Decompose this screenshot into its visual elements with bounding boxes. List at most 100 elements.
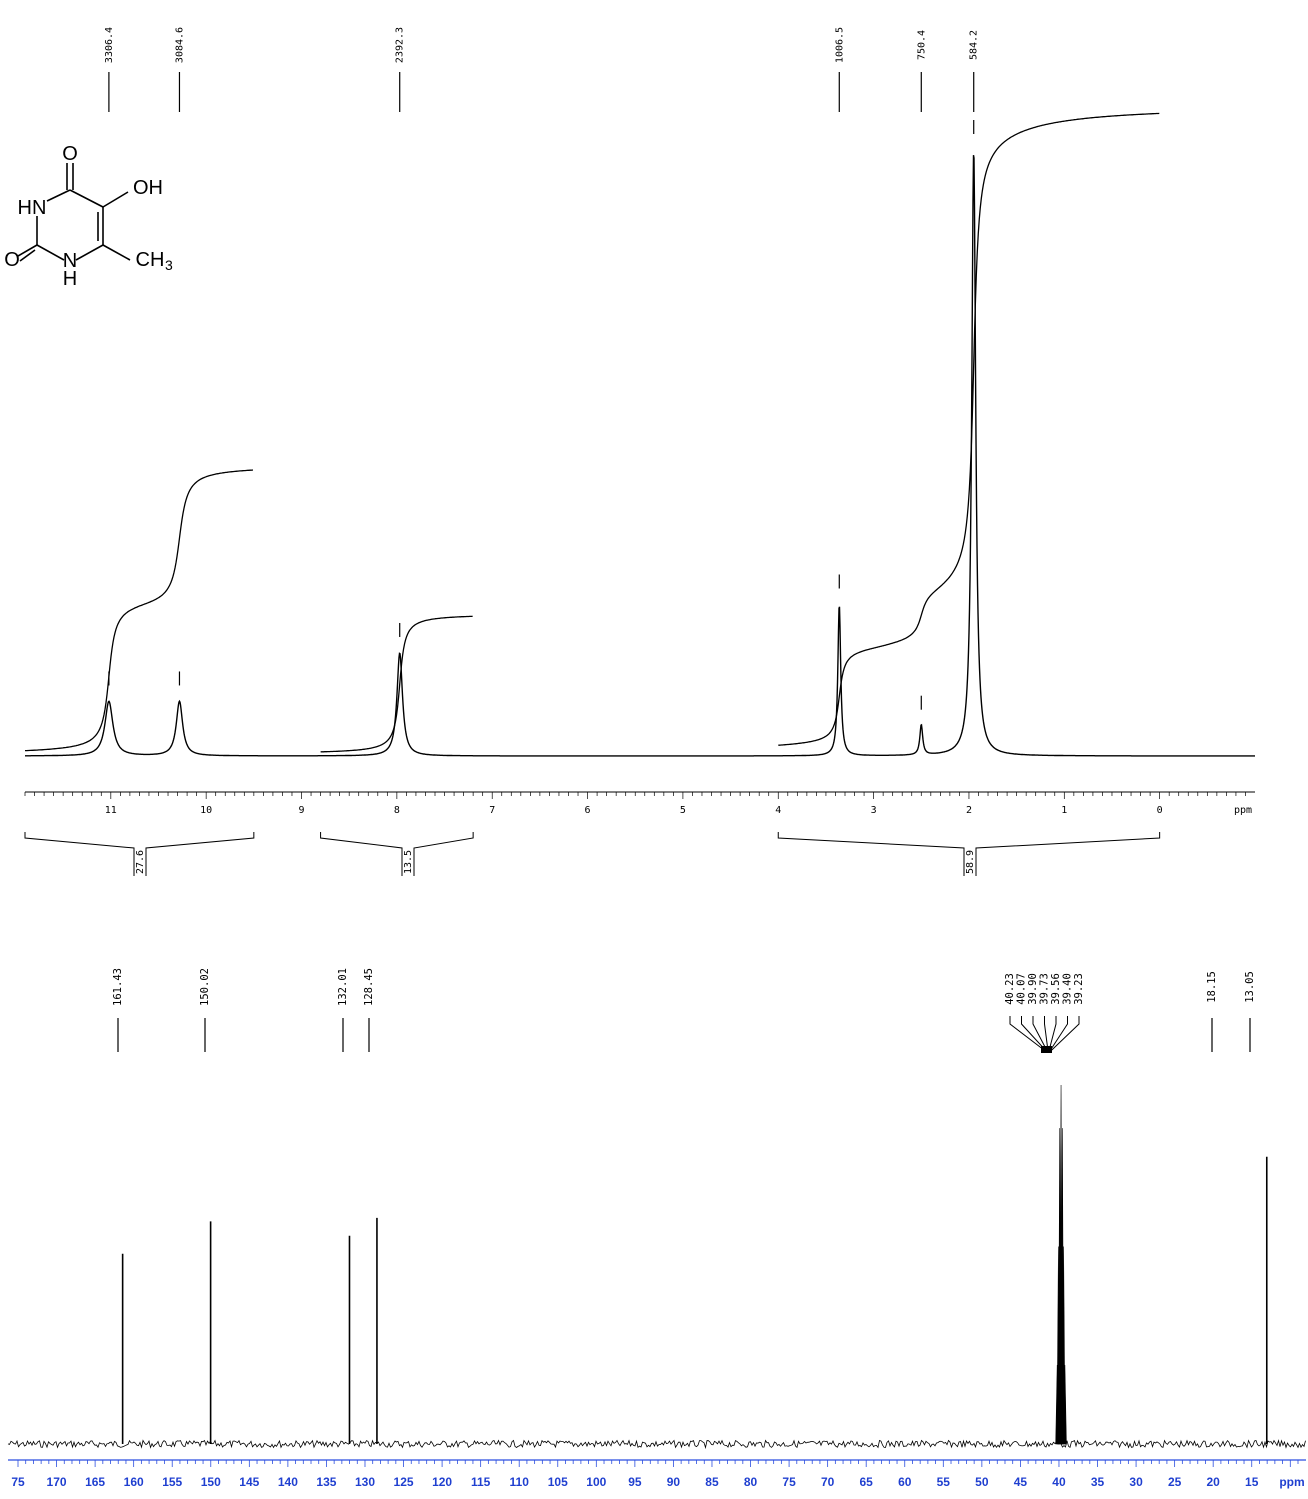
c13-tick-label: 70 (821, 1475, 835, 1489)
c13-tick-label: 135 (316, 1475, 336, 1489)
h1-tick-label: 7 (489, 805, 495, 816)
c13-tick-label: 85 (705, 1475, 719, 1489)
c13-peak-leader (1051, 1016, 1080, 1051)
h1-peak-label: 2392.3 (395, 27, 406, 63)
c13-tick-label: 75 (782, 1475, 796, 1489)
c13-tick-label: 45 (1014, 1475, 1028, 1489)
c13-tick-label: 75 (11, 1475, 25, 1489)
c13-tick-label: 140 (278, 1475, 298, 1489)
h1-integral-curve (320, 615, 473, 753)
structure-atom-label: H (63, 268, 77, 290)
c13-cluster-marker (1041, 1046, 1052, 1053)
structure-atom-label: OH (133, 177, 163, 199)
structure-atom-label: O (4, 249, 20, 271)
c13-tick-label: 155 (162, 1475, 182, 1489)
c13-tick-label: 25 (1168, 1475, 1182, 1489)
c13-peak-label: 40.23 (1004, 973, 1016, 1005)
structure-bond (69, 189, 104, 208)
c13-peak-label: 150.02 (199, 968, 211, 1006)
c13-tick-label: 40 (1052, 1475, 1066, 1489)
h1-integral-value: 58.9 (965, 850, 976, 874)
h1-nmr-spectrum: 3306.4 3084.6 2392.3 1006.5 750.4 584.211 10 9 8… (24, 27, 1255, 876)
c13-peak-label: 40.07 (1016, 973, 1028, 1005)
h1-axis-unit: ppm (1234, 805, 1252, 816)
c13-peak-leader (1021, 1016, 1046, 1051)
c13-tick-label: 55 (937, 1475, 951, 1489)
c13-peak-label: 39.56 (1050, 973, 1062, 1005)
c13-peak-leader (1044, 1016, 1049, 1051)
c13-peak-label: 39.73 (1039, 973, 1051, 1005)
h1-integral-bracket (777, 832, 1161, 876)
c13-tick-label: 125 (394, 1475, 414, 1489)
h1-tick-label: 6 (585, 805, 591, 816)
h1-peak-label: 3084.6 (174, 27, 185, 63)
c13-peak-label: 39.23 (1073, 973, 1085, 1005)
c13-tick-label: 60 (898, 1475, 912, 1489)
h1-peak-label: 1006.5 (834, 27, 845, 63)
c13-tick-label: 95 (628, 1475, 642, 1489)
c13-peak (1063, 1365, 1067, 1445)
c13-tick-label: 105 (548, 1475, 568, 1489)
structure-bond (17, 244, 38, 257)
c13-peak-label: 128.45 (363, 968, 375, 1006)
c13-tick-label: 165 (85, 1475, 105, 1489)
h1-spectrum-trace (25, 154, 1255, 757)
h1-tick-label: 11 (105, 805, 117, 816)
h1-tick-label: 5 (680, 805, 686, 816)
c13-peak-label: 39.40 (1062, 973, 1074, 1005)
structure-bond (36, 244, 65, 261)
c13-tick-label: 65 (860, 1475, 874, 1489)
h1-integral-curve (25, 469, 254, 752)
h1-peak-label: 3306.4 (104, 27, 115, 63)
h1-tick-label: 3 (871, 805, 877, 816)
structure-atom-label: CH (136, 249, 165, 271)
structure-atom-subscript: 3 (165, 257, 173, 273)
h1-integral-value: 13.5 (403, 850, 414, 874)
h1-integral-value: 27.6 (135, 850, 146, 874)
structure-atom-label: N (63, 250, 77, 272)
c13-peak-leader (1009, 1016, 1045, 1051)
c13-tick-label: 150 (201, 1475, 221, 1489)
c13-peak-label: 39.90 (1027, 973, 1039, 1005)
c13-axis-unit: ppm (1279, 1475, 1304, 1489)
h1-integral-bracket (320, 832, 474, 876)
structure-bond (75, 244, 104, 261)
h1-peak-label: 584.2 (969, 30, 980, 60)
h1-tick-label: 8 (394, 805, 400, 816)
c13-tick-label: 35 (1091, 1475, 1105, 1489)
structure-bond (19, 249, 36, 262)
h1-tick-label: 9 (298, 805, 304, 816)
c13-baseline-noise (7, 1439, 1306, 1450)
structure-bond (102, 244, 131, 261)
c13-tick-label: 170 (47, 1475, 67, 1489)
structure-atom-label: O (62, 143, 78, 165)
c13-tick-label: 100 (586, 1475, 606, 1489)
c13-tick-label: 115 (471, 1475, 491, 1489)
c13-peak-label: 18.15 (1206, 971, 1218, 1003)
molecule-structure: O OH HN O NH CH 3 (4, 143, 173, 290)
c13-tick-label: 145 (239, 1475, 259, 1489)
c13-tick-label: 160 (124, 1475, 144, 1489)
h1-tick-label: 4 (775, 805, 781, 816)
c13-tick-label: 30 (1129, 1475, 1143, 1489)
c13-peak-label: 132.01 (337, 968, 349, 1006)
c13-tick-label: 90 (667, 1475, 681, 1489)
h1-integral-bracket (24, 832, 255, 876)
c13-peak-label: 13.05 (1244, 971, 1256, 1003)
h1-tick-label: 2 (966, 805, 972, 816)
structure-bond (46, 189, 71, 202)
c13-tick-label: 110 (510, 1475, 530, 1489)
c13-peak-leader (1050, 1016, 1068, 1051)
c13-tick-label: 15 (1245, 1475, 1259, 1489)
h1-tick-label: 0 (1157, 805, 1163, 816)
structure-atom-label: HN (18, 197, 47, 219)
c13-tick-label: 50 (975, 1475, 989, 1489)
c13-tick-label: 120 (432, 1475, 452, 1489)
c13-peak-leader (1048, 1016, 1057, 1051)
h1-tick-label: 1 (1061, 805, 1067, 816)
c13-nmr-spectrum: 161.43 150.02 132.01 128.45 40.23 40.07 39.90 3… (7, 968, 1306, 1489)
c13-peak-label: 161.43 (112, 968, 124, 1006)
c13-tick-label: 20 (1207, 1475, 1221, 1489)
